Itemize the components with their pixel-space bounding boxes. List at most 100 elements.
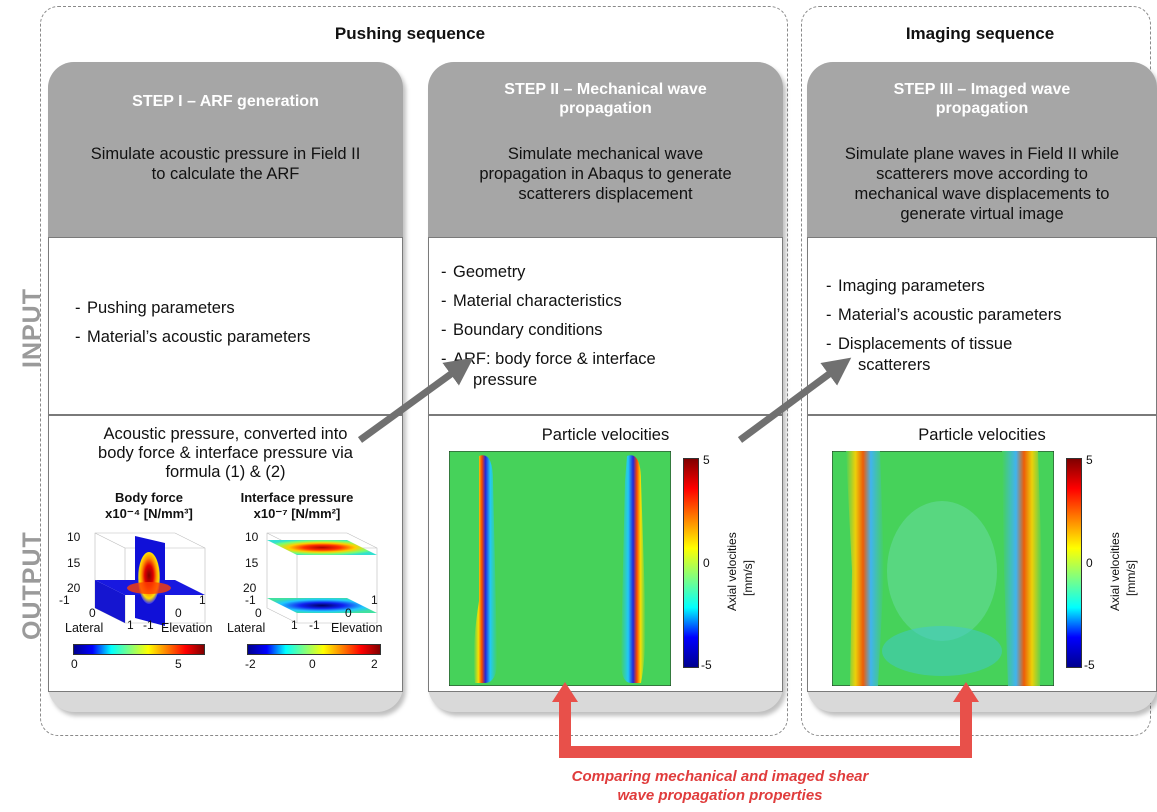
imaged-cbar-unit: [mm/s] [1124,560,1138,596]
step1-desc-line2: to calculate the ARF [151,165,300,183]
mech-colorbar [683,458,699,668]
ip-z-tick-10: 10 [245,530,259,544]
step2-title-line2: propagation [559,100,652,117]
ip-cbar-tick-2: 2 [371,657,378,671]
step2-output-title: Particle velocities [541,426,670,444]
interface-pressure-unit: x10⁻⁷ [N/mm²] [253,506,341,521]
input-side-label: INPUT [18,288,46,368]
imaged-cbar-tick-n5: -5 [1084,658,1095,672]
ip-elev-tick-n1: -1 [309,618,320,632]
ip-z-tick-20: 20 [243,581,257,595]
step2-header: STEP II – Mechanical wave propagation Si… [428,62,783,237]
step3-desc-line1: Simulate plane waves in Field II while [844,145,1120,163]
bf-lat-tick-1: 1 [127,618,134,632]
body-force-3d-plot [94,532,206,626]
ip-elevation-label: Elevation [331,621,383,635]
mechanical-velocity-map [449,451,671,686]
body-force-focus [138,552,160,604]
bf-z-tick-10: 10 [67,530,81,544]
ip-elev-tick-0: 0 [345,606,352,620]
output-side-label: OUTPUT [18,531,46,640]
bf-elev-tick-1: 1 [199,593,206,607]
step3-desc-line2: scatterers move according to [876,165,1088,183]
ip-lateral-label: Lateral [227,621,266,635]
mech-cbar-tick-0: 0 [703,556,710,570]
mech-left-wave [473,455,498,683]
step2-output-panel: Particle velocities 5 0 -5 Axial velocit… [428,415,783,692]
bf-lat-tick-0: 0 [89,606,96,620]
comparison-note-line1: Comparing mechanical and imaged shear [571,768,869,785]
bf-z-tick-15: 15 [67,556,81,570]
mech-cbar-tick-5: 5 [703,453,710,467]
mech-cbar-unit: [mm/s] [741,560,755,596]
comparison-note-line2: wave propagation properties [617,787,823,804]
step3-title-line2: propagation [935,100,1029,117]
step2-column: STEP II – Mechanical wave propagation Si… [428,62,783,712]
step3-desc-line3: mechanical wave displacements to [854,185,1110,203]
step2-input-panel: - Geometry - Material characteristics - Bou… [428,237,783,415]
body-force-colorbar [73,644,205,655]
pushing-sequence-title: Pushing sequence [334,24,486,43]
list-item: - Geometry [441,263,526,281]
bf-cbar-tick-0: 0 [71,657,78,671]
interface-pressure-3d-plot [266,532,378,624]
bf-z-tick-20: 20 [67,581,81,595]
step1-title: STEP I – ARF generation [132,93,319,110]
step3-desc-line4: generate virtual image [900,205,1064,223]
list-item: - Material characteristics [441,292,622,310]
interface-top-plane [267,540,377,555]
ip-z-tick-15: 15 [245,556,259,570]
ip-elev-tick-1: 1 [371,593,378,607]
step2-input-list: - Geometry - Material characteristics - Bou… [441,262,656,399]
list-item: - Material’s acoustic parameters [75,328,311,346]
step1-input-list: - Pushing parameters - Material’s acoustic… [75,298,310,356]
interface-bottom-plane [267,598,377,613]
imaged-right-wave [1002,451,1042,686]
list-item: - Displacements of tissue [826,335,1013,353]
imaged-cbar-label: Axial velocities [1108,532,1122,611]
list-item: - Imaging parameters [826,277,985,295]
bf-elevation-label: Elevation [161,621,213,635]
imaged-cbar-tick-0: 0 [1086,556,1093,570]
bf-elev-tick-0: 0 [175,606,182,620]
imaged-cbar-tick-5: 5 [1086,453,1093,467]
mech-cbar-label: Axial velocities [725,532,739,611]
step2-desc-line3: scatterers displacement [518,185,693,203]
step3-title-line1: STEP III – Imaged wave [893,81,1071,98]
step2-desc-line2: propagation in Abaqus to generate [479,165,732,183]
mech-right-wave [620,455,646,683]
step3-column: STEP III – Imaged wave propagation Simul… [807,62,1157,712]
step1-output-line3: formula (1) & (2) [165,463,286,481]
step3-output-panel: Particle velocities 5 0 -5 Axial velocit [807,415,1157,692]
step1-output-line2: body force & interface pressure via [98,444,353,462]
imaged-velocity-map [832,451,1054,686]
step1-desc-line1: Simulate acoustic pressure in Field II [90,145,361,163]
list-item: - Pushing parameters [75,299,235,317]
ip-lat-tick-1: 1 [291,618,298,632]
body-force-title: Body force [115,490,183,505]
list-item: - Boundary conditions [441,321,603,339]
step1-header: STEP I – ARF generation Simulate acousti… [48,62,403,237]
list-item-continued: scatterers [858,356,931,374]
interface-pressure-title: Interface pressure [240,490,354,505]
mech-cbar-tick-n5: -5 [701,658,712,672]
imaged-colorbar [1066,458,1082,668]
step3-input-panel: - Imaging parameters - Material’s acoustic… [807,237,1157,415]
step2-desc-line1: Simulate mechanical wave [507,145,704,163]
ip-cbar-tick-0: 0 [309,657,316,671]
step2-title-line1: STEP II – Mechanical wave [504,81,707,98]
interface-pressure-colorbar [247,644,381,655]
step3-header: STEP III – Imaged wave propagation Simul… [807,62,1157,237]
step1-output-line1: Acoustic pressure, converted into [103,425,348,443]
imaging-sequence-title: Imaging sequence [905,24,1055,43]
step3-input-list: - Imaging parameters - Material’s acoustic… [826,276,1061,384]
bf-elev-tick-n1: -1 [143,618,154,632]
imaged-left-wave [846,451,884,686]
ip-lat-tick-0: 0 [255,606,262,620]
ip-cbar-tick-n2: -2 [245,657,256,671]
bf-cbar-tick-5: 5 [175,657,182,671]
list-item: - Material’s acoustic parameters [826,306,1062,324]
ip-lat-tick-n1: -1 [245,593,256,607]
step1-input-panel: - Pushing parameters - Material’s acoustic… [48,237,403,415]
step3-output-title: Particle velocities [918,426,1046,444]
